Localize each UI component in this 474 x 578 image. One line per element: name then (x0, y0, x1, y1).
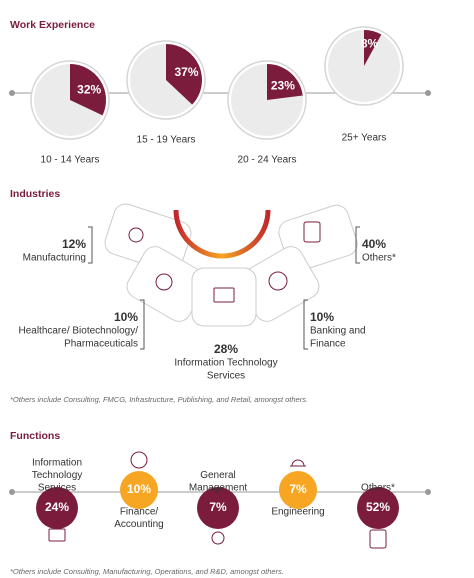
industry-label: Healthcare/ Biotechnology/ (18, 326, 138, 337)
function-value: 7% (209, 500, 227, 514)
industry-label: Finance (310, 339, 346, 350)
pie-label: 32% (77, 83, 101, 97)
function-circle (36, 487, 78, 529)
pie-label: 37% (175, 65, 199, 79)
function-value: 7% (289, 482, 307, 496)
industry-label: Manufacturing (23, 253, 86, 264)
industry-label: Banking and (310, 326, 366, 337)
function-label: General (200, 470, 236, 481)
pie-category: 10 - 14 Years (41, 155, 100, 166)
section-title: Functions (10, 430, 60, 442)
function-circle (120, 471, 158, 509)
dot (425, 90, 431, 96)
function-circle (357, 487, 399, 529)
industry-value: 10% (114, 310, 138, 324)
industry-label: Information Technology (174, 358, 277, 369)
dot (9, 90, 15, 96)
pie-wedge (364, 30, 382, 66)
section-title: Work Experience (10, 19, 95, 31)
industry-label: Pharmaceuticals (64, 339, 138, 350)
pie-wedge (70, 64, 106, 116)
function-label: Management (189, 483, 248, 494)
industry-value: 28% (214, 342, 238, 356)
footnote: *Others include Consulting, Manufacturin… (10, 567, 284, 576)
pie-category: 25+ Years (342, 133, 387, 144)
function-label: Information (32, 458, 82, 469)
industry-label: Others* (362, 253, 396, 264)
industry-diagram (104, 203, 358, 327)
bracket (88, 226, 93, 264)
pie-category: 20 - 24 Years (238, 155, 297, 166)
pie-wedge (267, 64, 303, 100)
pie-wedge (166, 44, 202, 105)
footnote: *Others include Consulting, FMCG, Infras… (10, 395, 308, 404)
bracket (303, 299, 308, 350)
bracket (140, 299, 145, 350)
dot (9, 489, 15, 495)
function-circle (197, 487, 239, 529)
function-circle (279, 471, 317, 509)
function-label: Accounting (114, 519, 163, 530)
bracket (355, 226, 360, 264)
pie-label: 23% (271, 79, 295, 93)
function-value: 24% (45, 500, 69, 514)
function-label: Others* (361, 483, 395, 494)
industry-label: Services (207, 371, 245, 382)
function-label: Technology (32, 470, 83, 481)
industry-value: 40% (362, 237, 386, 251)
industry-value: 12% (62, 237, 86, 251)
pie-category: 15 - 19 Years (137, 135, 196, 146)
section-title: Industries (10, 188, 60, 200)
industry-value: 10% (310, 310, 334, 324)
function-label: Engineering (271, 507, 324, 518)
function-value: 52% (366, 500, 390, 514)
function-label: Services (38, 483, 76, 494)
function-label: Finance/ (120, 507, 159, 518)
pie-label: 8% (361, 37, 379, 51)
function-value: 10% (127, 482, 151, 496)
dot (425, 489, 431, 495)
